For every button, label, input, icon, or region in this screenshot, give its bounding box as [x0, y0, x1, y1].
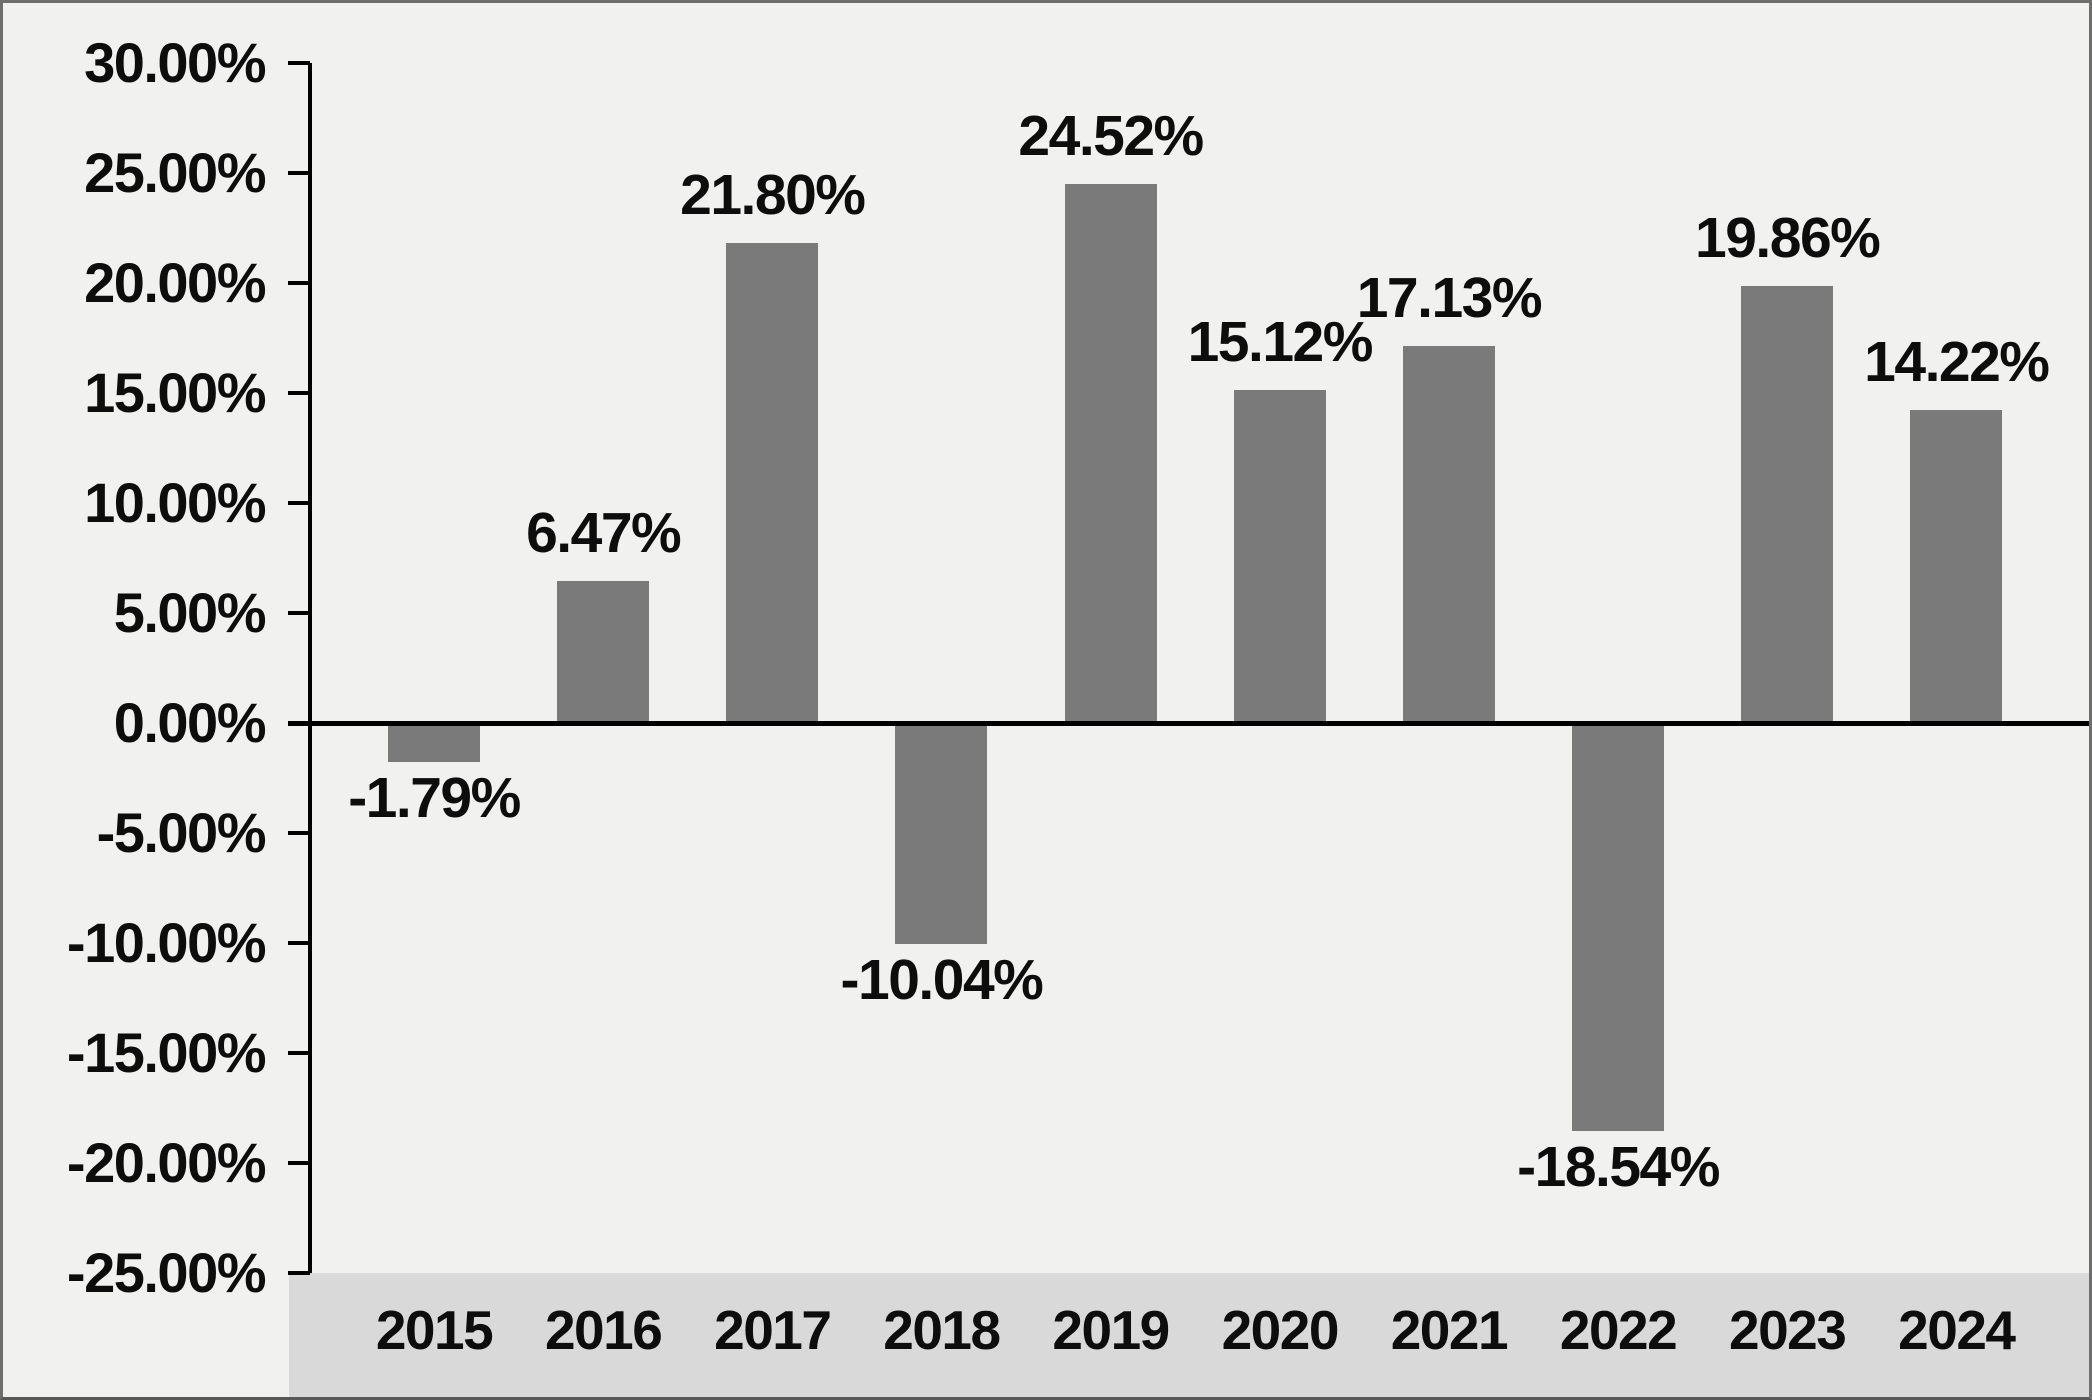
bar-2016	[557, 580, 650, 723]
data-label-2022: -18.54%	[1517, 1134, 1720, 1199]
y-axis-tick-label: 15.00%	[84, 361, 266, 424]
bar-2017	[726, 243, 819, 723]
y-axis-tick-mark	[288, 1161, 310, 1165]
x-axis-label-2015: 2015	[375, 1299, 494, 1361]
data-label-2017: 21.80%	[680, 163, 866, 228]
y-axis-tick-mark	[288, 61, 310, 65]
bar-2019	[1064, 183, 1157, 723]
y-axis-tick-mark	[288, 611, 310, 615]
y-axis-tick-label: 0.00%	[113, 691, 267, 754]
y-axis-tick-label: -5.00%	[96, 801, 267, 864]
x-axis-label-2019: 2019	[1052, 1299, 1170, 1361]
category-axis-strip	[289, 1273, 2089, 1397]
y-axis-tick-mark	[288, 391, 310, 395]
y-axis-tick-mark	[288, 171, 310, 175]
x-axis-label-2023: 2023	[1729, 1299, 1847, 1361]
bar-2018	[895, 723, 988, 944]
x-axis-label-2016: 2016	[544, 1299, 663, 1361]
data-label-2015: -1.79%	[348, 766, 521, 831]
x-axis-label-2017: 2017	[714, 1299, 832, 1361]
bar-2022	[1572, 723, 1665, 1131]
data-label-2023: 19.86%	[1695, 206, 1881, 271]
x-axis-label-2021: 2021	[1390, 1299, 1509, 1361]
y-axis-tick-mark	[288, 1051, 310, 1055]
data-label-2018: -10.04%	[840, 947, 1044, 1012]
y-axis-tick-label: 30.00%	[84, 31, 266, 94]
bar-2023	[1741, 286, 1834, 723]
y-axis-tick-label: 10.00%	[84, 471, 266, 534]
y-axis-tick-mark	[288, 941, 310, 945]
x-axis-label-2018: 2018	[883, 1299, 1001, 1361]
y-axis-tick-label: -10.00%	[66, 911, 267, 974]
zero-baseline	[288, 721, 2089, 726]
y-axis-tick-mark	[288, 501, 310, 505]
y-axis-tick-label: 25.00%	[84, 141, 266, 204]
bar-2021	[1402, 346, 1495, 723]
y-axis-line	[308, 63, 312, 1273]
y-axis-tick-label: 20.00%	[84, 251, 266, 314]
data-label-2019: 24.52%	[1018, 103, 1204, 168]
data-label-2020: 15.12%	[1187, 310, 1374, 375]
y-axis-tick-label: -15.00%	[66, 1021, 267, 1084]
y-axis-tick-mark	[288, 1271, 310, 1275]
bar-2020	[1233, 390, 1326, 723]
data-label-2016: 6.47%	[526, 500, 682, 565]
y-axis-tick-label: -25.00%	[66, 1241, 267, 1304]
data-label-2024: 14.22%	[1864, 330, 2050, 395]
y-axis-tick-mark	[288, 831, 310, 835]
data-label-2021: 17.13%	[1356, 266, 1543, 331]
x-axis-label-2020: 2020	[1221, 1299, 1340, 1361]
bar-2024	[1910, 410, 2003, 723]
y-axis-tick-mark	[288, 281, 310, 285]
x-axis-label-2024: 2024	[1898, 1299, 2016, 1361]
y-axis-tick-label: -20.00%	[66, 1131, 267, 1194]
x-axis-label-2022: 2022	[1559, 1299, 1678, 1361]
bar-2015	[388, 723, 480, 763]
y-axis-tick-label: 5.00%	[113, 581, 267, 644]
